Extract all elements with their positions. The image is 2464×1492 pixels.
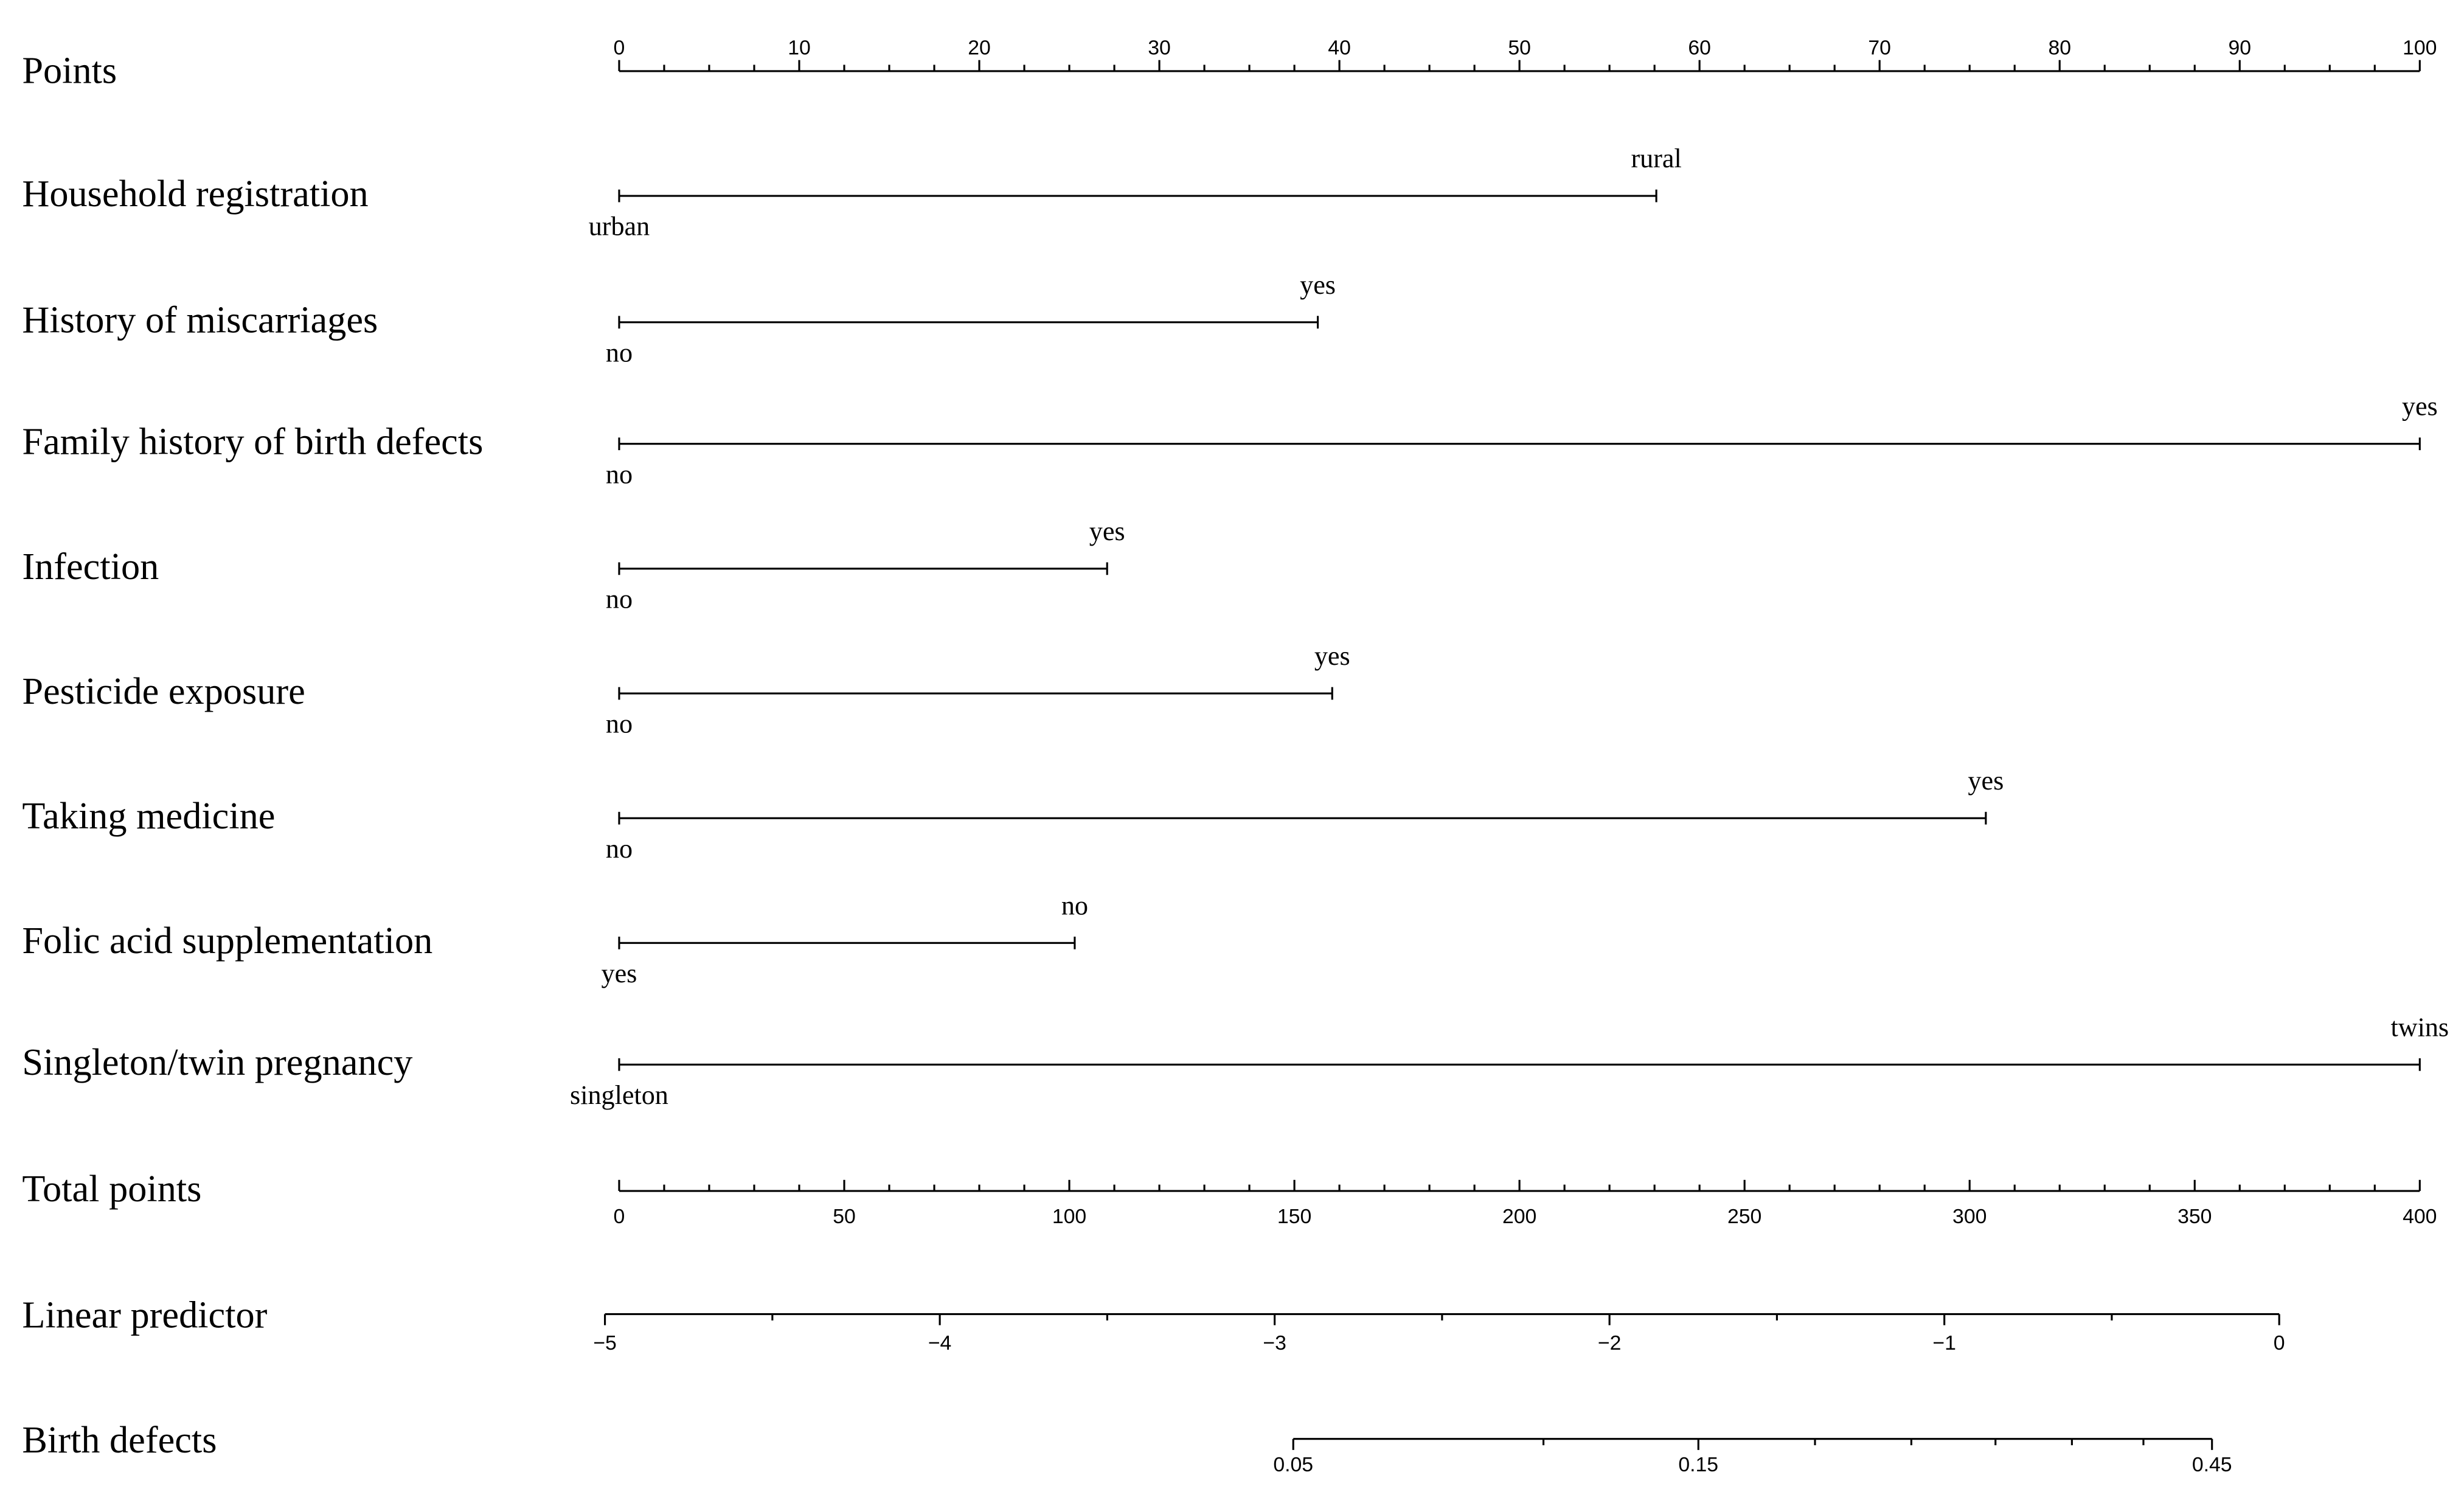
level-label: no	[606, 709, 633, 739]
variable-label: Infection	[22, 546, 159, 588]
axis-title: Points	[22, 49, 117, 91]
variable-label: History of miscarriages	[22, 299, 378, 341]
variable-label: Pesticide exposure	[22, 670, 305, 712]
variable-label: Household registration	[22, 173, 368, 215]
variable-label: Taking medicine	[22, 795, 275, 837]
tick-label: 70	[1868, 36, 1891, 59]
tick-label: −3	[1263, 1331, 1286, 1355]
tick-label: 0.05	[1273, 1453, 1313, 1476]
tick-label: 10	[788, 36, 811, 59]
tick-label: 0	[2274, 1331, 2285, 1355]
level-label: yes	[1300, 270, 1336, 300]
tick-label: 80	[2048, 36, 2071, 59]
tick-label: −1	[1932, 1331, 1956, 1355]
tick-label: 0.45	[2192, 1453, 2232, 1476]
tick-label: 0	[614, 36, 625, 59]
level-label: yes	[2402, 392, 2438, 422]
axis-title: Linear predictor	[22, 1294, 267, 1336]
level-label: yes	[1089, 516, 1125, 546]
tick-label: 0.15	[1678, 1453, 1718, 1476]
tick-label: 60	[1688, 36, 1711, 59]
tick-label: 100	[2403, 36, 2437, 59]
level-label: rural	[1631, 144, 1681, 173]
tick-label: 90	[2228, 36, 2251, 59]
tick-label: 50	[1508, 36, 1531, 59]
tick-label: 350	[2178, 1205, 2212, 1228]
level-label: yes	[602, 959, 637, 988]
tick-label: 0	[614, 1205, 625, 1228]
tick-label: −4	[928, 1331, 951, 1355]
level-label: no	[1061, 890, 1088, 920]
level-label: singleton	[570, 1080, 668, 1110]
axis-title: Total points	[22, 1168, 201, 1210]
tick-label: 200	[1502, 1205, 1536, 1228]
level-label: yes	[1314, 641, 1350, 671]
tick-label: 150	[1277, 1205, 1311, 1228]
level-label: no	[606, 459, 633, 489]
tick-label: 50	[833, 1205, 856, 1228]
level-label: no	[606, 338, 633, 367]
level-label: no	[606, 585, 633, 614]
tick-label: 250	[1727, 1205, 1761, 1228]
tick-label: −5	[593, 1331, 616, 1355]
level-label: twins	[2390, 1012, 2449, 1042]
level-label: urban	[589, 212, 650, 241]
axis-title: Birth defects	[22, 1419, 217, 1461]
tick-label: 40	[1328, 36, 1351, 59]
tick-label: 100	[1052, 1205, 1086, 1228]
tick-label: 400	[2403, 1205, 2437, 1228]
tick-label: 20	[968, 36, 991, 59]
variable-label: Folic acid supplementation	[22, 920, 432, 962]
tick-label: 30	[1148, 36, 1171, 59]
tick-label: 300	[1952, 1205, 1987, 1228]
tick-label: −2	[1598, 1331, 1621, 1355]
level-label: yes	[1968, 766, 2004, 796]
level-label: no	[606, 834, 633, 864]
variable-label: Family history of birth defects	[22, 421, 483, 463]
variable-label: Singleton/twin pregnancy	[22, 1041, 412, 1083]
